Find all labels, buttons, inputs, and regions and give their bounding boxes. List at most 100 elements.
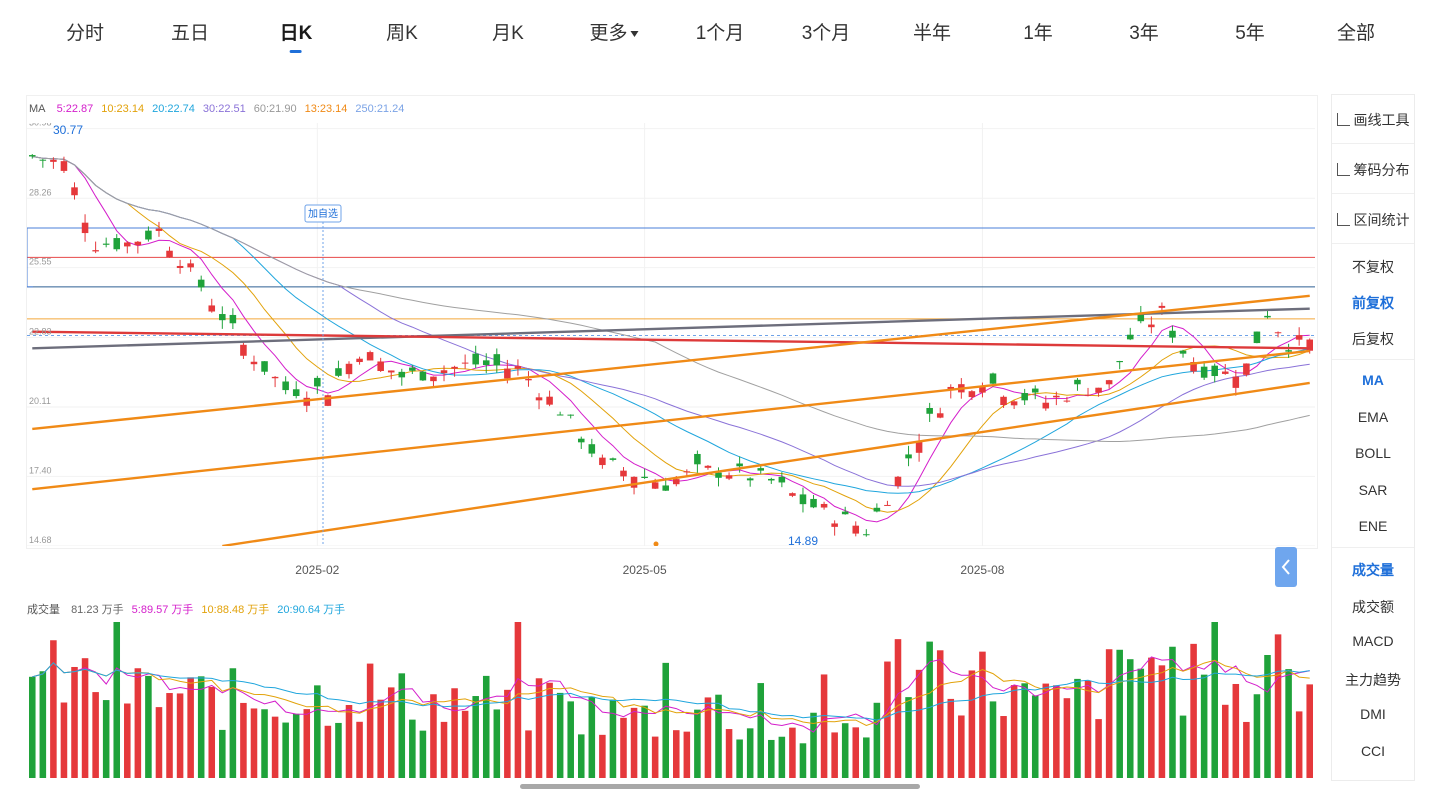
candle [155,221,163,237]
candle [1179,349,1187,358]
candle [789,492,796,498]
volume-bar [335,722,342,778]
volume-bar [820,674,828,778]
volume-bar [778,736,786,778]
sidebar-item[interactable]: 成交量 [1332,560,1414,580]
candle [187,259,194,272]
volume-bar [1021,683,1028,778]
legend-item: 81.23 万手 [71,604,124,616]
candle [409,365,416,374]
volume-bar [1137,668,1145,778]
tab-10[interactable]: 1年 [1023,18,1053,45]
x-tick-label: 2025-05 [623,563,667,577]
volume-ma-20 [32,662,1310,721]
sidebar-item[interactable]: EMA [1332,409,1414,425]
ma-line-60 [32,156,1310,442]
legend-item: 10:23.14 [101,103,145,115]
candle [71,182,78,200]
candle [1190,357,1197,374]
sidebar-item[interactable]: 主力趋势 [1332,670,1414,690]
volume-bar [208,686,216,778]
collapse-sidebar-button[interactable] [1275,547,1297,587]
sidebar-item-label: SAR [1358,481,1388,498]
tab-8[interactable]: 3个月 [802,18,851,45]
sidebar-item[interactable]: SAR [1332,482,1414,498]
volume-bar [683,731,691,778]
sidebar-item[interactable]: 成交额 [1332,597,1414,617]
tab-1[interactable]: 分时 [66,18,104,45]
sidebar-item[interactable]: DMI [1332,706,1414,722]
candle [1126,327,1134,341]
horizontal-scroll-handle[interactable] [520,784,920,789]
candle [493,348,501,373]
sidebar-item[interactable]: 筹码分布 [1332,160,1414,180]
volume-bar [271,716,279,778]
sidebar-item-label: 后复权 [1352,331,1394,347]
sidebar-item[interactable]: 区间统计 [1332,210,1414,230]
tab-3[interactable]: 日K [280,18,312,53]
sidebar-item[interactable]: ENE [1332,518,1414,534]
candle [229,308,237,330]
ma-legend-title: MA [29,103,46,115]
volume-bar [1179,715,1187,778]
tab-9[interactable]: 半年 [913,18,951,45]
volume-bar [197,676,205,778]
candle [39,159,47,168]
tab-12[interactable]: 5年 [1235,18,1265,45]
candle [472,345,479,369]
candle [197,275,205,292]
volume-bar [799,743,807,778]
candle [366,350,374,361]
volume-chart[interactable] [27,622,1315,778]
sidebar-item[interactable]: 前复权 [1332,293,1414,313]
tab-7[interactable]: 1个月 [696,18,745,45]
volume-bar [250,708,258,778]
volume-bar [1105,649,1113,778]
candle [905,445,912,467]
volume-bar [535,678,543,778]
sidebar-item[interactable]: MACD [1332,633,1414,649]
range-stat-icon [1336,213,1350,226]
candle [599,454,606,469]
volume-bar [662,662,669,778]
volume-bar [915,669,923,778]
volume-bar [409,719,416,778]
candle [240,341,247,359]
candle [1084,387,1092,397]
legend-item: 10:88.48 万手 [201,604,270,616]
sidebar-item[interactable]: 不复权 [1332,257,1414,277]
volume-bar [145,675,152,778]
y-tick-label: 25.55 [29,257,52,267]
tab-2[interactable]: 五日 [171,18,209,45]
sidebar-item[interactable]: 后复权 [1332,329,1414,349]
candle [936,407,944,419]
volume-bar [525,730,532,778]
sidebar-item[interactable]: BOLL [1332,445,1414,461]
date-axis: 2025-02 2025-05 2025-08 [295,563,1004,577]
volume-bar [651,736,659,778]
sidebar-item[interactable]: 画线工具 [1332,110,1414,130]
candle [124,241,131,254]
candle [356,356,363,365]
tab-4[interactable]: 周K [386,18,418,45]
sidebar-item[interactable]: CCI [1332,743,1414,759]
sidebar-divider [1332,243,1414,244]
sidebar-item-label: EMA [1357,408,1389,425]
candle [1105,379,1113,389]
tab-11[interactable]: 3年 [1129,18,1159,45]
tab-6[interactable]: 更多 [589,18,639,45]
candle [1243,363,1250,377]
candle [1232,369,1240,396]
sidebar-item[interactable]: MA [1332,372,1414,388]
volume-bar [187,677,194,778]
trendline [32,307,1310,350]
volume-bar [29,676,36,778]
ma-line-20 [32,156,1310,494]
candlestick-chart[interactable]: 30.98 28.26 25.55 22.83 20.11 17.40 14.68 30.77… [27,123,1315,546]
volume-bar [968,670,976,778]
tab-5[interactable]: 月K [492,18,524,45]
tab-13[interactable]: 全部 [1337,18,1375,45]
high-price-label: 30.77 [53,123,83,137]
volume-bar [1158,665,1166,778]
volume-bar [514,622,522,778]
